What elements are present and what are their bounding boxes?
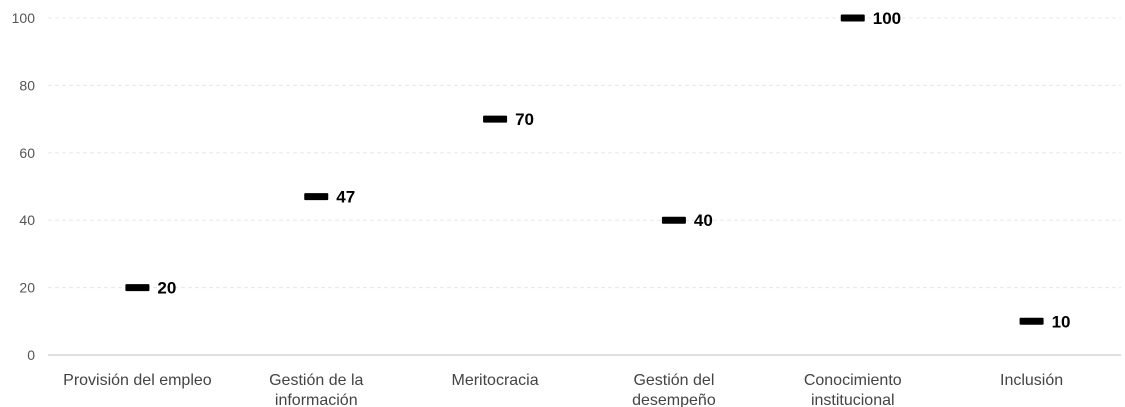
x-tick-label: Gestión de la	[269, 372, 363, 389]
y-tick-label: 80	[19, 77, 35, 93]
data-label: 47	[336, 188, 355, 207]
x-tick-label: institucional	[811, 392, 895, 407]
x-tick-label: Conocimiento	[804, 372, 902, 389]
x-tick-label: información	[275, 392, 358, 407]
data-label: 40	[694, 211, 713, 230]
data-marker	[125, 284, 150, 292]
x-tick-label: Provisión del empleo	[63, 372, 212, 389]
y-tick-label: 0	[27, 347, 35, 363]
data-label: 20	[157, 279, 176, 298]
data-label: 100	[873, 9, 901, 28]
y-tick-label: 40	[19, 212, 35, 228]
data-marker	[1019, 317, 1044, 325]
data-label: 70	[515, 110, 534, 129]
y-tick-label: 60	[19, 145, 35, 161]
data-label: 10	[1052, 312, 1071, 331]
data-marker	[483, 115, 508, 123]
x-tick-label: Inclusión	[1000, 372, 1063, 389]
y-tick-label: 20	[19, 280, 35, 296]
data-marker	[840, 14, 865, 22]
x-tick-label: desempeño	[632, 392, 716, 407]
data-marker	[661, 216, 686, 224]
x-tick-label: Gestión del	[633, 372, 714, 389]
x-tick-label: Meritocracia	[452, 372, 539, 389]
y-tick-label: 100	[12, 10, 36, 26]
data-marker	[304, 193, 329, 201]
